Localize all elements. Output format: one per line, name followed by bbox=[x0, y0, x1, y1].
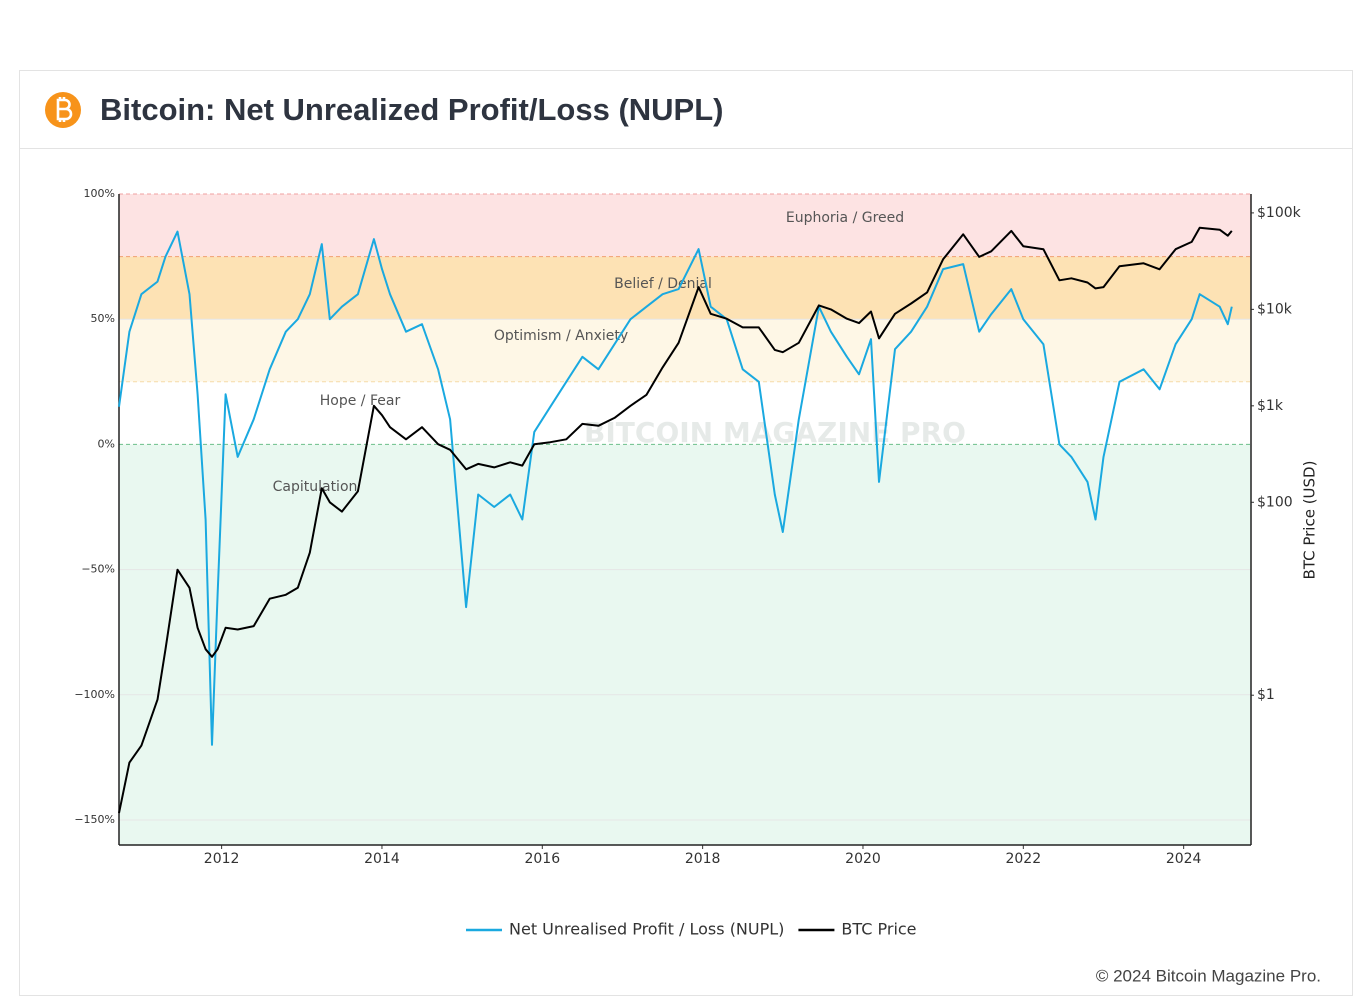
legend-label: Net Unrealised Profit / Loss (NUPL) bbox=[509, 920, 784, 939]
x-tick-label: 2020 bbox=[845, 851, 881, 867]
y2-tick-label: $100 bbox=[1257, 494, 1293, 510]
zone-band bbox=[119, 319, 1251, 382]
x-tick-label: 2024 bbox=[1166, 851, 1202, 867]
zone-band bbox=[119, 381, 1251, 445]
x-tick-label: 2014 bbox=[364, 851, 400, 867]
y-tick-label: −100% bbox=[74, 688, 115, 701]
y-tick-label: 50% bbox=[91, 312, 115, 325]
zone-band bbox=[119, 194, 1251, 257]
zone-band bbox=[119, 444, 1251, 845]
y-tick-label: 0% bbox=[98, 437, 115, 450]
copyright: © 2024 Bitcoin Magazine Pro. bbox=[1096, 966, 1321, 985]
zone-label: Capitulation bbox=[273, 479, 358, 495]
zone-label: Belief / Denial bbox=[614, 276, 712, 292]
series-line bbox=[118, 230, 1233, 746]
y-tick-label: −150% bbox=[74, 813, 115, 826]
bitcoin-glyph bbox=[56, 97, 73, 122]
series-line bbox=[118, 226, 1233, 814]
y-tick-label: −50% bbox=[81, 563, 115, 576]
zone-band bbox=[119, 256, 1251, 320]
zone-label: Hope / Fear bbox=[320, 393, 401, 409]
y2-axis-label: BTC Price (USD) bbox=[1301, 461, 1319, 580]
watermark: BITCOIN MAGAZINE PRO bbox=[584, 416, 966, 449]
y2-tick-label: $10k bbox=[1257, 301, 1293, 317]
x-tick-label: 2012 bbox=[204, 851, 240, 867]
y2-tick-label: $100k bbox=[1257, 205, 1302, 221]
legend-label: BTC Price bbox=[841, 920, 916, 939]
x-tick-label: 2018 bbox=[685, 851, 721, 867]
y-tick-label: 100% bbox=[84, 187, 115, 200]
zone-label: Optimism / Anxiety bbox=[494, 328, 628, 344]
y2-tick-label: $1k bbox=[1257, 398, 1284, 414]
x-tick-label: 2022 bbox=[1005, 851, 1041, 867]
zone-label: Euphoria / Greed bbox=[786, 210, 904, 226]
page-title: Bitcoin: Net Unrealized Profit/Loss (NUP… bbox=[100, 92, 723, 127]
y2-tick-label: $1 bbox=[1257, 687, 1275, 703]
x-tick-label: 2016 bbox=[524, 851, 560, 867]
